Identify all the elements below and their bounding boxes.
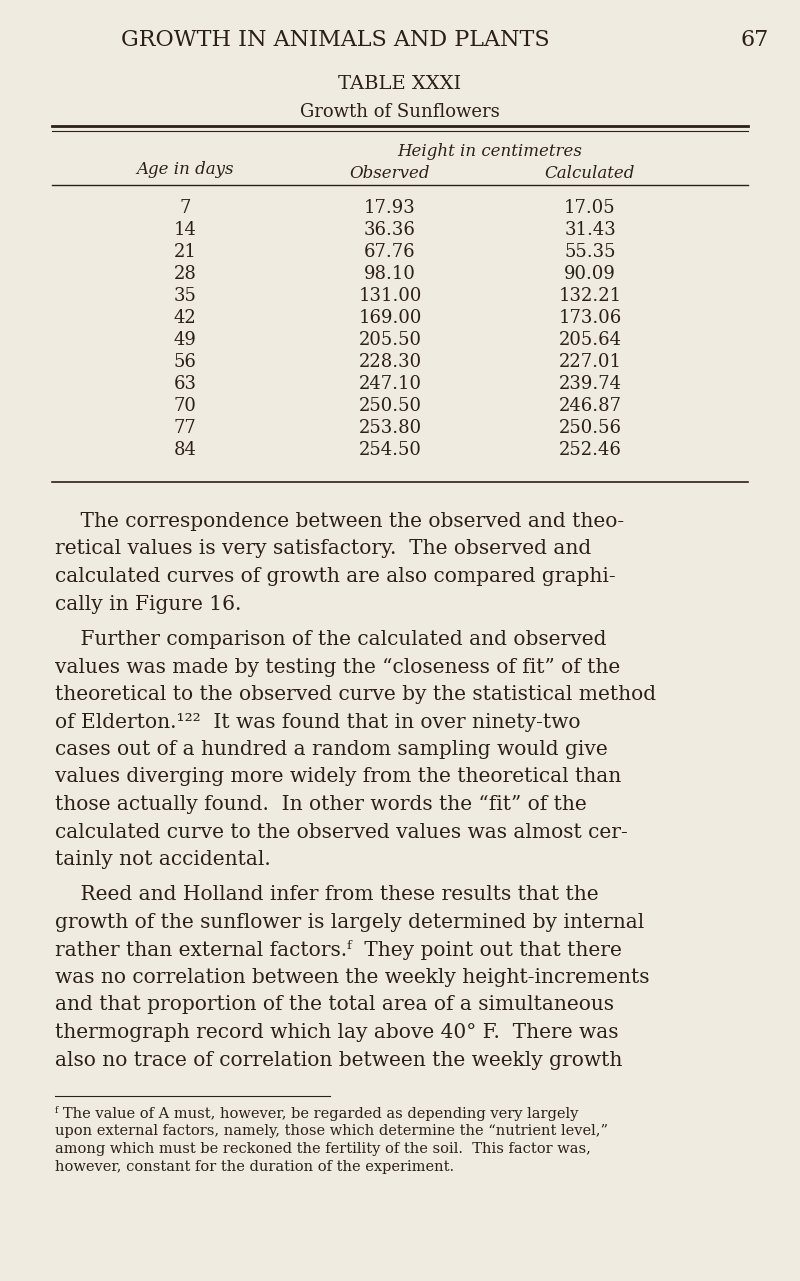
Text: cases out of a hundred a random sampling would give: cases out of a hundred a random sampling…	[55, 740, 608, 760]
Text: retical values is very satisfactory.  The observed and: retical values is very satisfactory. The…	[55, 539, 591, 559]
Text: 253.80: 253.80	[358, 419, 422, 437]
Text: 21: 21	[174, 243, 197, 261]
Text: 239.74: 239.74	[558, 375, 622, 393]
Text: Reed and Holland infer from these results that the: Reed and Holland infer from these result…	[55, 885, 598, 904]
Text: 252.46: 252.46	[558, 441, 622, 459]
Text: 250.56: 250.56	[558, 419, 622, 437]
Text: upon external factors, namely, those which determine the “nutrient level,”: upon external factors, namely, those whi…	[55, 1123, 608, 1138]
Text: 254.50: 254.50	[358, 441, 422, 459]
Text: 131.00: 131.00	[358, 287, 422, 305]
Text: Calculated: Calculated	[545, 164, 635, 182]
Text: 250.50: 250.50	[358, 397, 422, 415]
Text: 84: 84	[174, 441, 197, 459]
Text: Further comparison of the calculated and observed: Further comparison of the calculated and…	[55, 630, 606, 649]
Text: 35: 35	[174, 287, 197, 305]
Text: 169.00: 169.00	[358, 309, 422, 327]
Text: 132.21: 132.21	[558, 287, 622, 305]
Text: growth of the sunflower is largely determined by internal: growth of the sunflower is largely deter…	[55, 913, 644, 933]
Text: 7: 7	[179, 199, 190, 216]
Text: 98.10: 98.10	[364, 265, 416, 283]
Text: also no trace of correlation between the weekly growth: also no trace of correlation between the…	[55, 1050, 622, 1070]
Text: 28: 28	[174, 265, 197, 283]
Text: Growth of Sunflowers: Growth of Sunflowers	[300, 102, 500, 120]
Text: 14: 14	[174, 222, 197, 240]
Text: those actually found.  In other words the “fit” of the: those actually found. In other words the…	[55, 796, 586, 815]
Text: 17.93: 17.93	[364, 199, 416, 216]
Text: calculated curves of growth are also compared graphi-: calculated curves of growth are also com…	[55, 567, 616, 585]
Text: 70: 70	[174, 397, 197, 415]
Text: values diverging more widely from the theoretical than: values diverging more widely from the th…	[55, 767, 622, 787]
Text: among which must be reckoned the fertility of the soil.  This factor was,: among which must be reckoned the fertili…	[55, 1141, 591, 1155]
Text: 205.64: 205.64	[558, 330, 622, 348]
Text: rather than external factors.ᶠ  They point out that there: rather than external factors.ᶠ They poin…	[55, 940, 622, 961]
Text: theoretical to the observed curve by the statistical method: theoretical to the observed curve by the…	[55, 685, 656, 705]
Text: 42: 42	[174, 309, 196, 327]
Text: 90.09: 90.09	[564, 265, 616, 283]
Text: calculated curve to the observed values was almost cer-: calculated curve to the observed values …	[55, 822, 628, 842]
Text: Height in centimetres: Height in centimetres	[398, 143, 582, 160]
Text: 55.35: 55.35	[564, 243, 616, 261]
Text: 77: 77	[174, 419, 196, 437]
Text: 173.06: 173.06	[558, 309, 622, 327]
Text: ᶠ The value of A must, however, be regarded as depending very largely: ᶠ The value of A must, however, be regar…	[55, 1106, 578, 1121]
Text: 49: 49	[174, 330, 197, 348]
Text: 205.50: 205.50	[358, 330, 422, 348]
Text: 17.05: 17.05	[564, 199, 616, 216]
Text: 228.30: 228.30	[358, 354, 422, 371]
Text: GROWTH IN ANIMALS AND PLANTS: GROWTH IN ANIMALS AND PLANTS	[121, 29, 550, 51]
Text: and that proportion of the total area of a simultaneous: and that proportion of the total area of…	[55, 995, 614, 1015]
Text: 56: 56	[174, 354, 197, 371]
Text: was no correlation between the weekly height-increments: was no correlation between the weekly he…	[55, 968, 650, 986]
Text: 247.10: 247.10	[358, 375, 422, 393]
Text: of Elderton.¹²²  It was found that in over ninety-two: of Elderton.¹²² It was found that in ove…	[55, 712, 581, 731]
Text: 67: 67	[741, 29, 769, 51]
Text: values was made by testing the “closeness of fit” of the: values was made by testing the “closenes…	[55, 657, 620, 676]
Text: 227.01: 227.01	[558, 354, 622, 371]
Text: Age in days: Age in days	[136, 161, 234, 178]
Text: however, constant for the duration of the experiment.: however, constant for the duration of th…	[55, 1161, 454, 1173]
Text: tainly not accidental.: tainly not accidental.	[55, 851, 270, 869]
Text: Observed: Observed	[350, 164, 430, 182]
Text: 67.76: 67.76	[364, 243, 416, 261]
Text: 31.43: 31.43	[564, 222, 616, 240]
Text: thermograph record which lay above 40° F.  There was: thermograph record which lay above 40° F…	[55, 1024, 618, 1041]
Text: TABLE XXXI: TABLE XXXI	[338, 76, 462, 94]
Text: The correspondence between the observed and theo-: The correspondence between the observed …	[55, 512, 624, 532]
Text: cally in Figure 16.: cally in Figure 16.	[55, 594, 242, 614]
Text: 246.87: 246.87	[558, 397, 622, 415]
Text: 63: 63	[174, 375, 197, 393]
Text: 36.36: 36.36	[364, 222, 416, 240]
